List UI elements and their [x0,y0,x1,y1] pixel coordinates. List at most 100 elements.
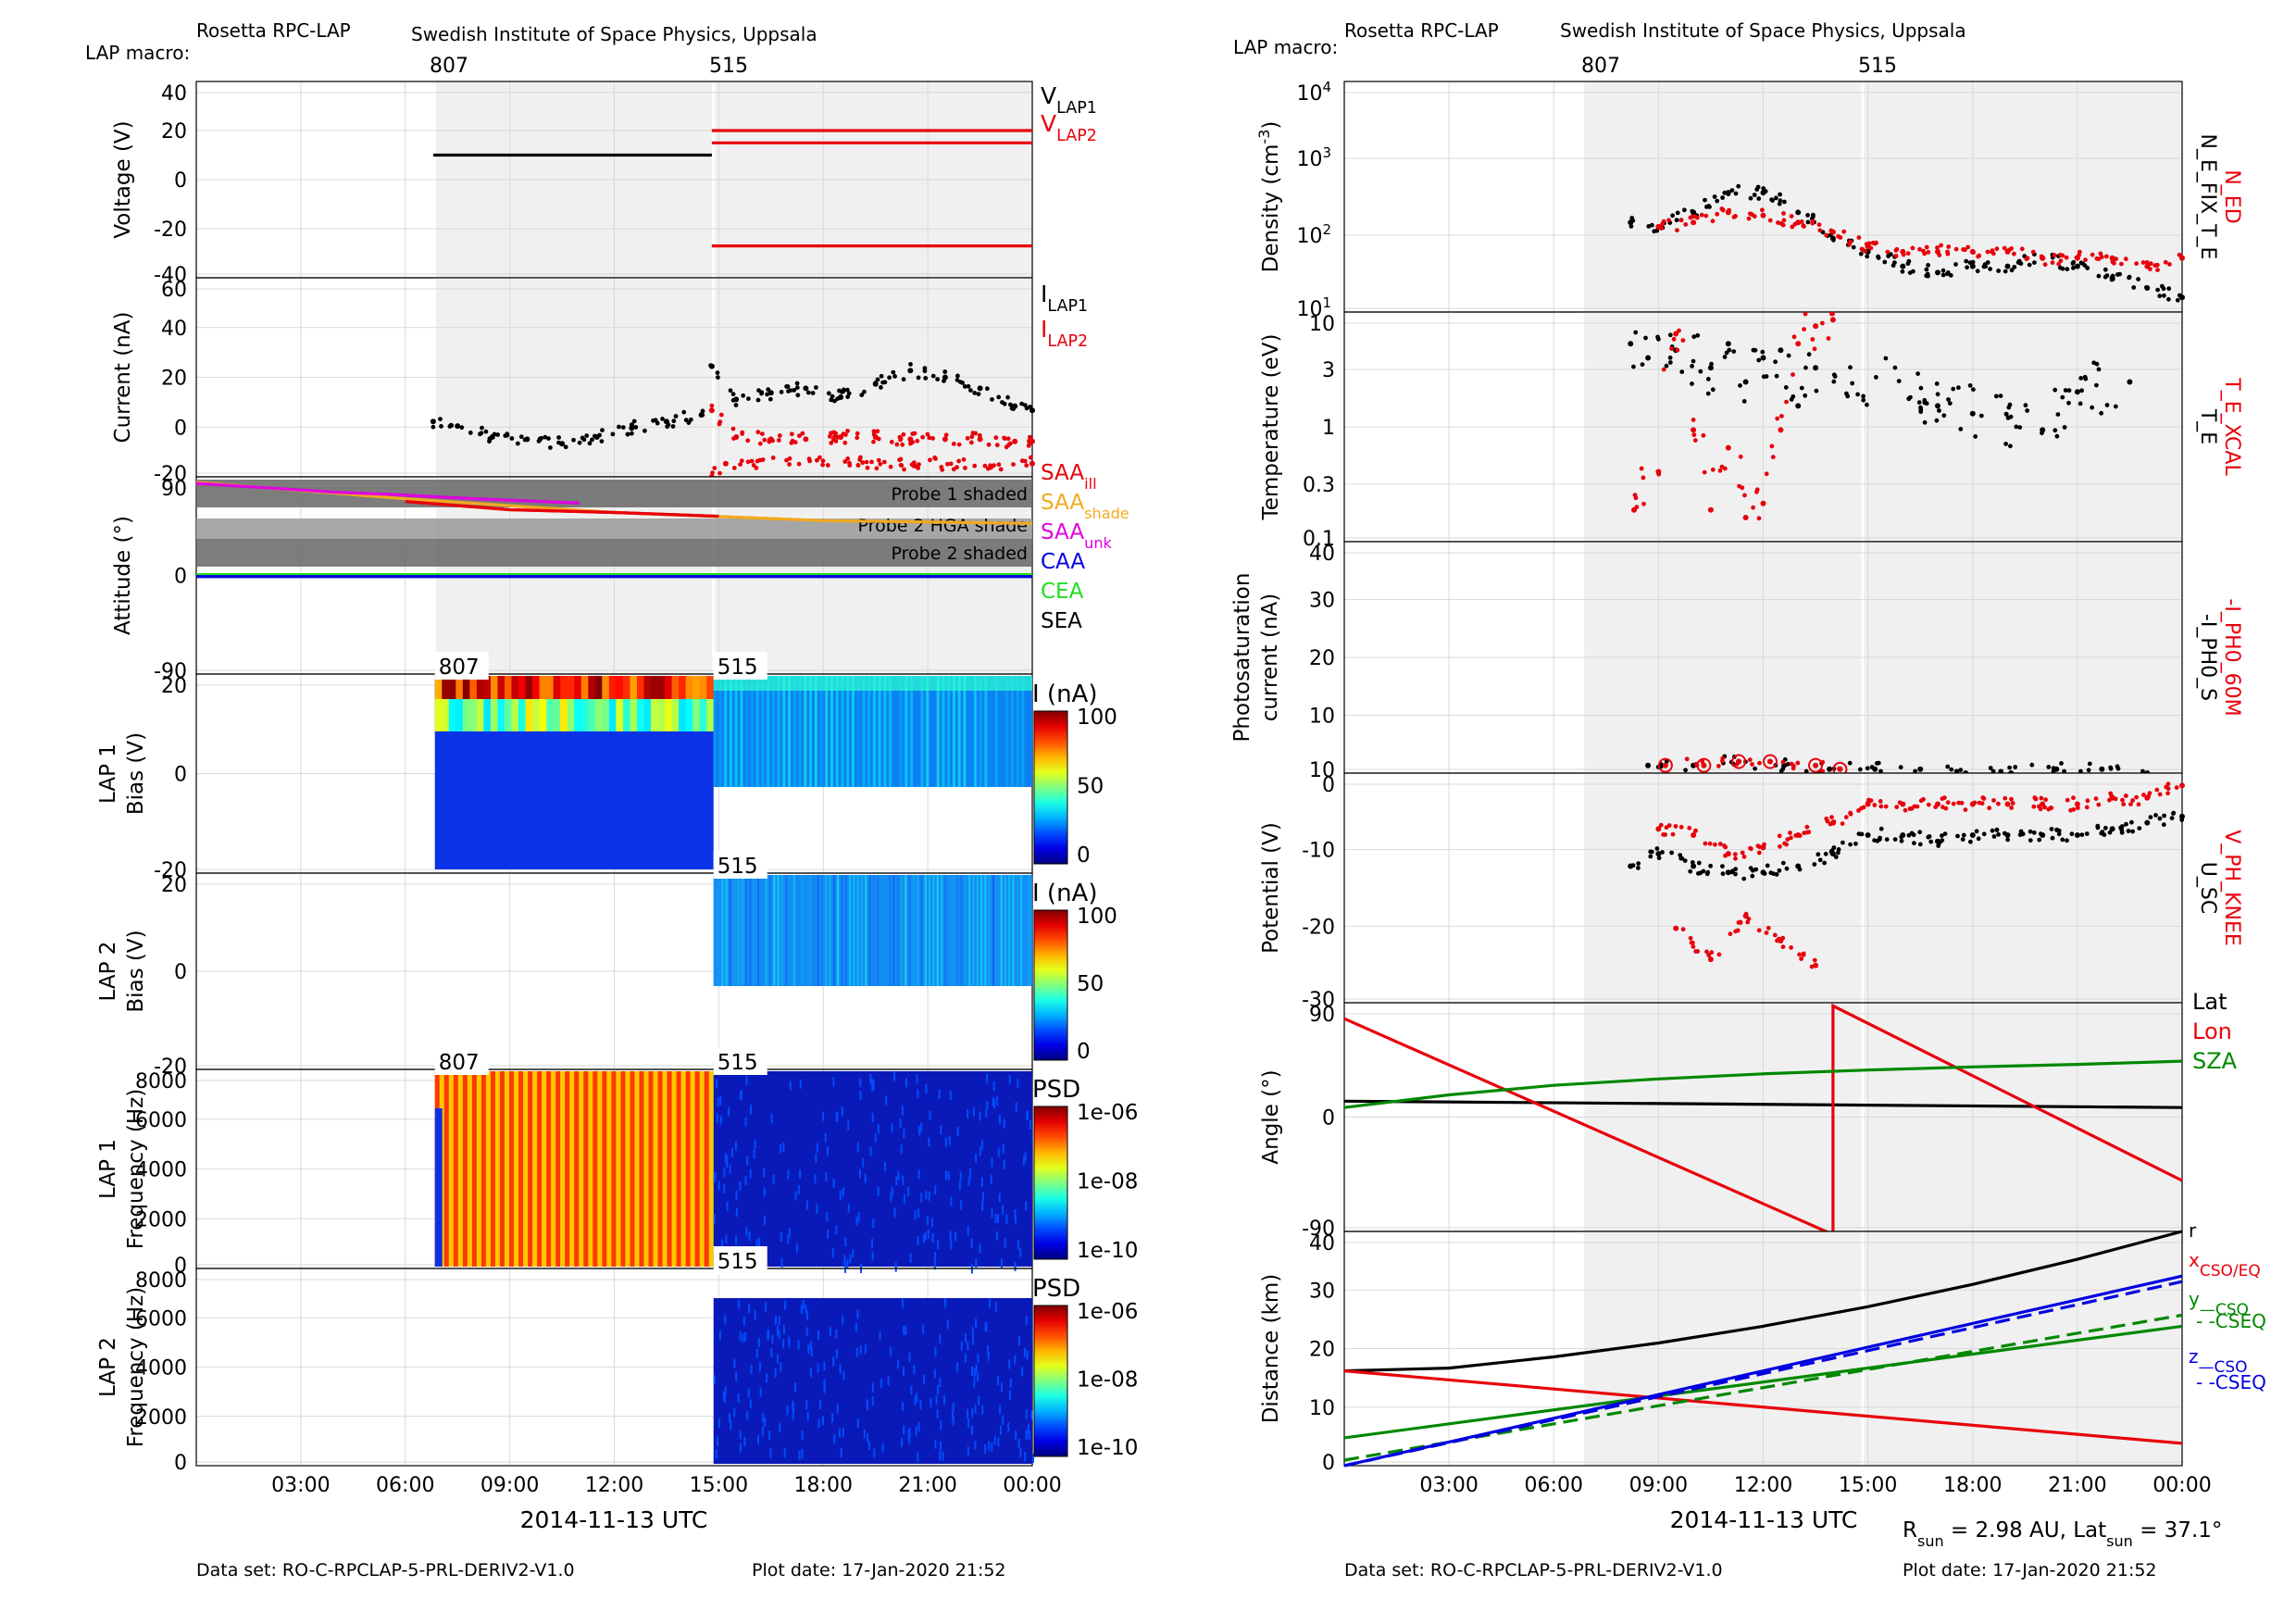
heatmap-speckle [902,1175,905,1185]
heatmap-speckle [833,1433,836,1443]
data-point [1795,403,1802,409]
heatmap-speckle [856,1418,859,1429]
data-point [814,385,818,390]
data-point [590,437,594,443]
data-point [2167,262,2172,267]
data-point [908,441,913,446]
heatmap-stripe [817,875,819,986]
data-point [1810,337,1816,342]
data-point [2064,255,2069,260]
macro-label-right: LAP macro: [1233,36,1338,58]
heatmap-speckle [721,1239,724,1249]
data-point [2157,792,2163,797]
x-tick-label: 06:00 [1525,1474,1583,1497]
heatmap-cell [483,676,492,699]
data-point [468,431,473,435]
legend-subscript: CSO/EQ [2200,1262,2261,1280]
data-point [2009,268,2015,273]
heatmap-speckle [913,1365,916,1375]
data-point [2171,811,2176,816]
data-point [2079,832,2085,837]
data-point [1760,355,1766,361]
heatmap-cell [608,699,618,731]
data-point [1912,804,1917,809]
data-point [985,386,990,392]
data-point [845,456,851,461]
data-point [1945,251,1951,256]
data-point [759,391,764,396]
heatmap-stripe [750,676,754,787]
data-point [1940,838,1945,843]
heatmap-cell [671,699,680,731]
heatmap-speckle [719,1095,722,1106]
data-point [1749,846,1753,852]
heatmap-speckle [754,1310,756,1320]
heatmap-stripe [837,875,840,986]
data-point [777,433,782,438]
data-point [969,440,974,445]
y-tick-label: 0 [1322,774,1335,797]
heatmap-stripe [856,676,860,787]
y-tick-label: 6000 [135,1109,187,1132]
heatmap-speckle [944,1170,947,1181]
heatmap-cell [567,676,576,699]
heatmap-stripe [773,875,776,986]
data-point [1727,347,1732,353]
data-point [1916,400,1922,405]
data-point [2144,260,2150,265]
heatmap-speckle [929,1110,931,1120]
data-point [1742,515,1749,520]
data-point [1743,911,1749,917]
heatmap-speckle [855,1347,858,1357]
heatmap-stripe [782,676,786,787]
data-point [1816,852,1821,857]
heatmap-stripe [877,875,880,986]
data-point [2177,293,2182,298]
heatmap-cell [651,676,659,699]
plotdate-left: Plot date: 17-Jan-2020 21:52 [752,1560,1006,1580]
data-point [2147,791,2152,796]
heatmap-stripe [788,676,792,787]
data-point [1973,434,1978,439]
heatmap-stripe [777,676,780,787]
data-point [1691,418,1696,422]
data-point [2062,425,2067,430]
data-point [1823,851,1828,856]
y-tick-label: 0 [174,764,187,787]
data-point [1780,759,1786,765]
heatmap-speckle [1017,1079,1019,1089]
data-point [1981,796,1987,801]
macro-b-right: 515 [1858,55,1897,78]
data-point [916,375,921,381]
heatmap-speckle [762,1413,765,1423]
data-point [1878,799,1883,804]
data-point [1774,195,1778,201]
data-point [1777,201,1782,206]
heatmap-cell [643,699,653,731]
data-point [1820,768,1826,774]
data-point [2096,273,2102,279]
data-point [915,438,920,443]
data-point [1917,830,1923,835]
data-point [2153,813,2158,818]
heatmap-stripe [737,875,740,986]
heatmap-speckle [1021,1367,1024,1377]
heatmap-speckle [877,1124,880,1134]
heatmap-speckle [988,1298,991,1308]
heatmap-speckle [973,1378,976,1388]
data-point [1813,365,1819,371]
heatmap-cell [616,699,624,731]
data-point [2100,830,2105,834]
data-point [2099,255,2104,259]
data-point [844,387,850,393]
data-point [2025,408,2030,413]
heatmap-stripe [892,875,895,986]
data-point [1859,246,1865,252]
data-point [1729,188,1735,194]
data-point [1847,242,1852,247]
y-axis-label: LAP 2 [96,1337,120,1397]
heatmap-speckle [970,1366,973,1376]
data-point [2155,268,2160,272]
